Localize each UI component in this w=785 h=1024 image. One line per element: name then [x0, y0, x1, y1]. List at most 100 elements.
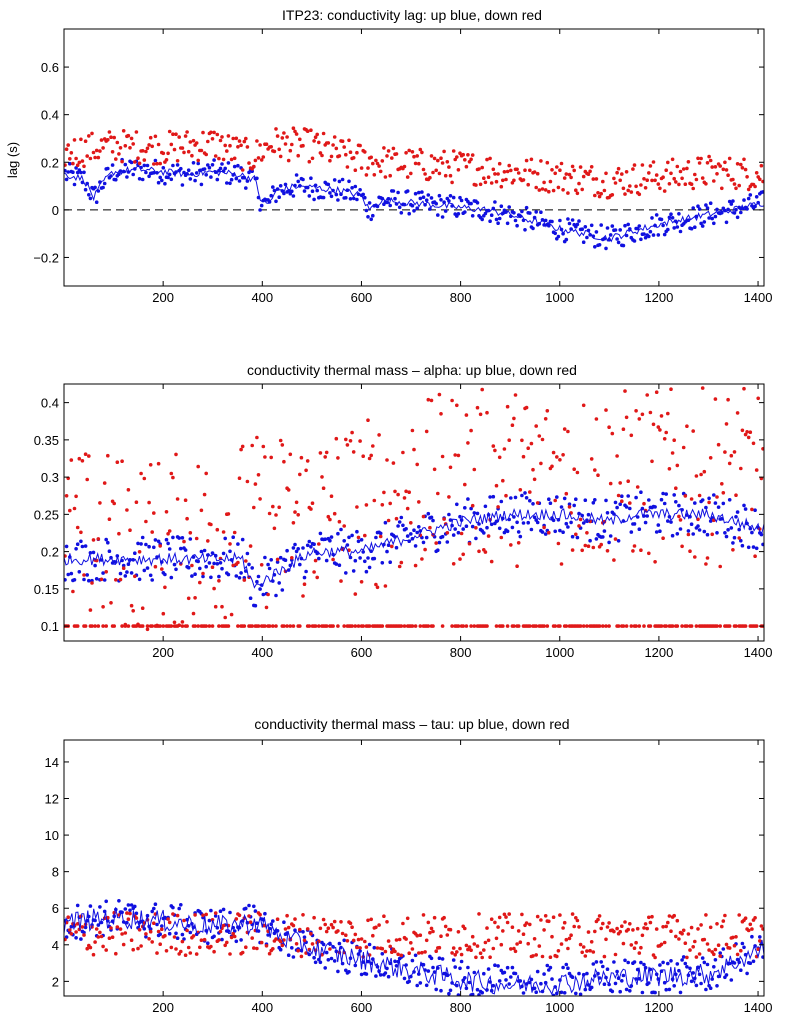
panel-alpha-down-point [754, 468, 759, 472]
panel-alpha-down-point [174, 452, 178, 457]
panel-alpha-up-point [294, 549, 299, 554]
panel-lag-up-point [643, 235, 648, 240]
panel-tau-up-point [681, 955, 686, 959]
panel-lag-down-point [99, 138, 104, 142]
panel-tau-down-point [724, 942, 729, 947]
panel-alpha-up-point [280, 588, 285, 592]
panel-alpha-down-point [721, 491, 726, 495]
panel-lag-down-point [575, 191, 580, 196]
panel-alpha-down-point [664, 430, 668, 435]
panel-tau-up-point [426, 969, 431, 973]
panel-tau-down-point [750, 927, 754, 931]
panel-lag-down-point [171, 132, 175, 136]
panel-lag-down-point [621, 186, 626, 191]
panel-alpha-down-point [451, 562, 456, 566]
panel-tau-up-point [662, 980, 667, 985]
panel-alpha-down-point [713, 397, 718, 401]
panel-tau-up-point [675, 962, 680, 966]
panel-lag-up-point [507, 205, 512, 209]
panel-alpha-down-point [616, 493, 621, 498]
panel-alpha-down-point [83, 452, 88, 457]
panel-alpha-down-point [455, 403, 459, 408]
panel-lag-down-point [477, 167, 481, 171]
panel-alpha-up-point [121, 563, 126, 568]
panel-alpha-down-point [402, 496, 407, 500]
panel-lag-down-point [632, 163, 637, 167]
panel-lag-up-point [651, 233, 656, 237]
panel-alpha-down-floor-point [291, 624, 296, 628]
panel-alpha-down-point [442, 517, 446, 521]
panel-lag-down-point [320, 153, 324, 158]
panel-lag-down-point [675, 164, 680, 169]
panel-lag-down-point [405, 175, 410, 179]
panel-lag-up-point [677, 212, 681, 216]
panel-tau-down-point [345, 939, 350, 943]
panel-tau-down-point [581, 945, 586, 949]
panel-lag-y-axis: −0.200.20.40.6 [33, 60, 764, 265]
panel-alpha-up-point [470, 524, 475, 529]
panel-lag-down-point [377, 164, 381, 168]
panel-alpha-up-point [142, 568, 147, 573]
panel-alpha-down-floor-point [140, 624, 145, 628]
panel-alpha-down-point [112, 501, 116, 506]
panel-alpha-up-point [317, 556, 321, 561]
panel-tau-down-point [593, 929, 597, 934]
panel-alpha-down-point [626, 479, 630, 484]
panel-alpha-down-point [453, 453, 458, 457]
panel-lag-down-point [217, 156, 221, 161]
panel-tau-down-point [650, 914, 654, 919]
panel-lag-down-point [386, 149, 391, 153]
panel-lag-up-point [497, 216, 502, 221]
panel-tau-up-point [234, 939, 239, 944]
panel-alpha-up-point [87, 578, 91, 583]
panel-alpha-down-point [313, 558, 318, 563]
panel-tau-down-point [748, 922, 753, 927]
panel-alpha-down-point [298, 472, 302, 477]
panel-tau-down-point [520, 912, 524, 917]
panel-alpha-down-floor-point [545, 624, 550, 628]
panel-tau-down-point [120, 932, 124, 936]
panel-alpha-down-point [426, 397, 431, 402]
panel-lag-down-point [312, 139, 316, 143]
panel-lag-up-point [615, 237, 619, 241]
panel-lag-up-point [700, 224, 705, 228]
panel-tau-down-point [364, 945, 369, 949]
panel-lag-up-point [589, 223, 594, 228]
panel-tau-down-point [390, 950, 394, 954]
panel-lag-up-point [550, 219, 554, 224]
panel-lag-down-point [700, 176, 705, 180]
panel-alpha-up-point [505, 529, 510, 534]
panel-lag-down-point [120, 159, 124, 164]
panel-tau-down-point [275, 917, 280, 921]
panel-lag-up-point [712, 221, 716, 226]
panel-alpha-down-point [428, 525, 432, 530]
panel-alpha-down-point [623, 389, 627, 393]
panel-alpha-down-floor-point [505, 624, 510, 628]
panel-alpha-up-point [328, 538, 332, 543]
panel-tau-down-point [339, 920, 343, 924]
panel-tau-up-point [429, 956, 434, 961]
panel-lag-up-point [610, 224, 615, 228]
panel-alpha-down-point [628, 501, 632, 505]
panel-alpha-down-floor-point [601, 624, 605, 628]
panel-lag-title: ITP23: conductivity lag: up blue, down r… [282, 7, 542, 23]
panel-lag-up-point [580, 227, 584, 231]
panel-alpha-up-point [489, 522, 494, 527]
panel-tau-down-point [225, 940, 229, 945]
panel-lag-down-point [285, 135, 289, 139]
panel-alpha-down-point [240, 444, 245, 449]
panel-alpha-up-point [727, 498, 732, 502]
panel-alpha-down-point [299, 455, 304, 460]
panel-lag-up-smoothed-line [64, 165, 764, 243]
panel-lag-down-point [601, 179, 605, 184]
panel-alpha-down-point [239, 447, 243, 452]
panel-alpha-up-point [383, 520, 388, 525]
panel-tau-down-point [691, 945, 695, 949]
panel-lag-down-point [761, 179, 764, 184]
panel-tau-down-point [264, 944, 269, 948]
panel-alpha-down-point [658, 428, 662, 432]
panel-alpha-down-point [358, 439, 362, 443]
panel-alpha-down-point [104, 570, 108, 574]
panel-lag-up-point [639, 237, 643, 242]
panel-lag: ITP23: conductivity lag: up blue, down r… [5, 7, 773, 305]
